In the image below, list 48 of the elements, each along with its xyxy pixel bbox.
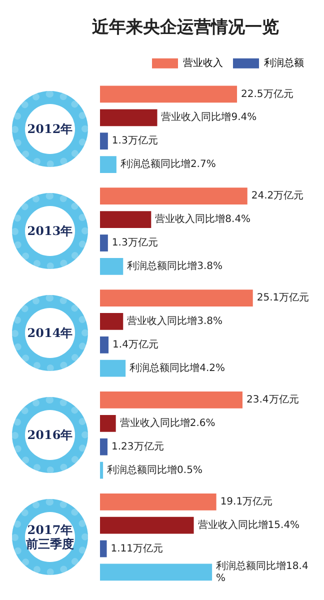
data-label: 营业收入同比增3.8% <box>127 315 223 328</box>
bar <box>100 86 238 103</box>
data-label: 1.3万亿元 <box>112 136 158 147</box>
data-label: 1.4万亿元 <box>112 340 158 351</box>
bar <box>100 188 248 205</box>
y-tick-label: 2013年 <box>26 223 74 240</box>
bar <box>100 516 194 534</box>
data-label: 19.1万亿元 <box>220 496 273 508</box>
data-label: 1.3万亿元 <box>112 238 158 249</box>
bar <box>100 132 108 150</box>
data-label: 利润总额同比增4.2% <box>130 362 225 374</box>
bar <box>100 211 152 228</box>
data-label: 22.5万亿元 <box>241 88 294 100</box>
data-label: 利润总额同比增3.8% <box>127 260 223 272</box>
y-tick-label: 2014年 <box>26 325 74 342</box>
bar <box>100 290 253 306</box>
bar <box>100 258 124 275</box>
y-tick-label: 2017年前三季度 <box>25 522 75 554</box>
data-label: 1.11万亿元 <box>110 543 164 554</box>
bar <box>100 414 116 432</box>
data-label: 利润总额同比增0.5% <box>107 464 202 476</box>
data-label: 营业收入同比增2.6% <box>120 416 216 429</box>
chart-title: 近年来央企运营情况一览 <box>91 18 279 38</box>
data-label: 24.2万亿元 <box>251 190 304 202</box>
data-label: 营业收入同比增15.4% <box>198 518 300 531</box>
bar <box>100 438 108 456</box>
data-label: 营业收入同比增8.4% <box>155 213 251 226</box>
bar <box>100 360 126 377</box>
data-label: 利润总额同比增2.7% <box>120 158 216 170</box>
bar <box>100 392 243 408</box>
legend-label: 营业收入 <box>183 57 223 70</box>
data-label: 25.1万亿元 <box>256 292 310 304</box>
data-label: 1.23万亿元 <box>111 441 164 452</box>
data-label: 23.4万亿元 <box>246 394 299 406</box>
data-label: 利润总额同比增18.4% <box>216 560 308 584</box>
bar <box>100 493 216 510</box>
bar <box>100 313 124 330</box>
bar <box>100 109 158 126</box>
y-tick-label: 2012年 <box>26 121 74 138</box>
bar <box>100 336 109 354</box>
data-label: 营业收入同比增9.4% <box>161 111 257 124</box>
bar <box>100 156 116 173</box>
legend-label: 利润总额 <box>264 57 304 70</box>
bar <box>100 234 108 252</box>
bar <box>100 564 212 581</box>
bar <box>100 540 107 558</box>
y-tick-label: 2016年 <box>26 427 74 444</box>
bar <box>100 462 104 479</box>
